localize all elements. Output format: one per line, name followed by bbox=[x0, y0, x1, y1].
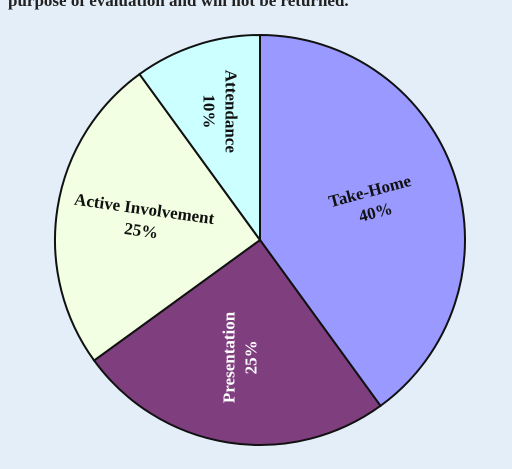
pie-slice bbox=[92, 238, 382, 446]
pie-slice bbox=[138, 33, 261, 244]
value-label: 25% bbox=[241, 340, 260, 374]
category-label: Attendance bbox=[221, 70, 240, 154]
pie-slice bbox=[54, 72, 262, 362]
value-label: 25% bbox=[123, 219, 159, 243]
value-label: 10% bbox=[199, 94, 218, 128]
category-label: Presentation bbox=[219, 311, 238, 403]
slice-label: Presentation 25% bbox=[219, 311, 260, 403]
header-text: purpose of evaluation and will not be re… bbox=[8, 0, 349, 10]
pie-slice bbox=[259, 33, 466, 408]
